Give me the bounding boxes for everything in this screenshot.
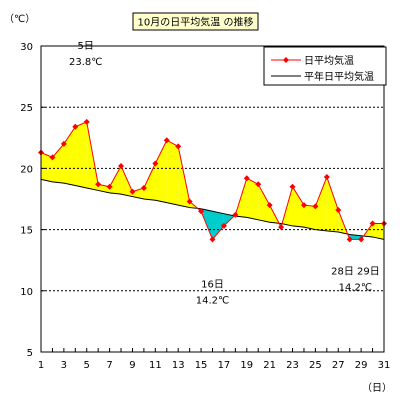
annotation-value-label: 14.2℃ [196,295,230,306]
x-tick-label: 19 [240,360,253,371]
data-point [278,224,285,231]
data-point [312,203,319,210]
fill-segment [132,187,144,199]
data-point [140,184,147,191]
x-tick-label: 5 [84,360,90,371]
data-point [369,220,376,227]
chart-title: 10月の日平均気温 の推移 [132,12,259,31]
fill-segment [292,186,304,228]
annotation-day-label: 5日 [78,41,94,52]
data-point [255,181,262,188]
data-point [175,143,182,150]
y-tick-label: 15 [20,226,33,237]
data-point [186,198,193,205]
axes [40,45,385,353]
legend: 日平均気温 平年日平均気温 [263,46,387,86]
x-tick-label: 11 [149,360,162,371]
x-tick-label: 15 [195,360,208,371]
legend-daily-marker-swatch [283,57,289,63]
fill-segment [303,205,316,230]
data-point [232,211,239,218]
x-tick-label: 7 [106,360,112,371]
fill-segment [63,126,76,186]
fill-segment [41,152,53,182]
annotations: 5日 23.8℃ 16日 14.2℃ 28日 29日 14.2℃ [69,41,380,307]
data-point [220,222,227,229]
data-point [346,236,353,243]
fill-segment [212,211,224,240]
x-tick-label: 29 [355,360,368,371]
annotation-day-label: 28日 29日 [331,266,380,277]
x-tick-label: 27 [332,360,345,371]
data-point [358,236,365,243]
y-axis-unit-label: （℃） [4,13,35,25]
annotation-day-label: 16日 [201,279,224,290]
data-point [243,175,250,182]
fill-segment [109,165,122,195]
y-tick-label: 5 [27,348,33,359]
x-tick-label: 23 [286,360,299,371]
data-point [72,123,79,130]
y-axis-tick-labels: 5 10 15 20 25 30 [20,42,33,359]
data-point [60,140,67,147]
data-point [323,173,330,180]
y-tick-label: 30 [20,42,33,53]
annotation-value-label: 14.2℃ [339,282,373,293]
y-tick-label: 20 [20,164,33,175]
normal-line [40,178,385,240]
data-point [266,202,273,209]
fill-segment [372,223,384,240]
difference-fill-areas [41,121,384,240]
normal-temperature-line [40,178,385,240]
x-tick-label: 25 [309,360,322,371]
x-tick-label: 1 [38,360,44,371]
x-tick-label: 13 [172,360,185,371]
x-tick-label: 17 [218,360,231,371]
fill-segment [315,176,327,231]
legend-normal-label: 平年日平均気温 [304,70,374,83]
y-tick-label: 25 [20,103,33,114]
x-tick-label: 21 [263,360,276,371]
x-tick-label: 3 [61,360,67,371]
fill-segment [326,176,339,233]
fill-segment [75,121,87,188]
data-point [83,118,90,125]
legend-daily-label: 日平均気温 [304,54,354,67]
fill-segment [258,184,270,223]
fill-segment [246,178,259,220]
chart-title-text: 10月の日平均気温 の推移 [138,16,254,29]
data-point [335,207,342,214]
gridlines [41,106,384,292]
data-point [49,154,56,161]
x-axis-unit-label: （日） [362,382,392,394]
data-point [163,137,170,144]
y-tick-label: 10 [20,287,33,298]
fill-segment [166,140,179,206]
data-point [209,236,216,243]
fill-segment [143,163,156,201]
data-point [118,162,125,169]
data-point [152,160,159,167]
annotation-value-label: 23.8℃ [69,57,103,68]
data-point [95,181,102,188]
x-tick-label: 9 [129,360,135,371]
data-point [106,183,113,190]
data-point [300,202,307,209]
x-axis-tick-labels: 1 3 5 7 9 11 13 15 17 19 21 23 25 27 29 31 [38,360,391,371]
data-point [289,183,296,190]
data-point [198,208,205,215]
x-tick-label: 31 [378,360,391,371]
data-point [129,188,136,195]
fill-segment [52,143,64,184]
fill-segment [155,140,167,203]
